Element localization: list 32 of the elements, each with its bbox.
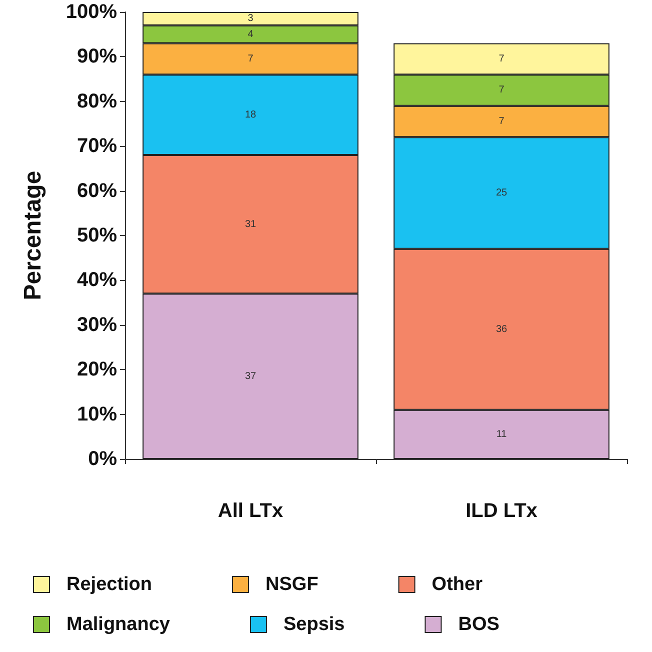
y-tick-label: 30%	[76, 314, 118, 336]
data-label: 7	[498, 53, 505, 64]
legend-label: BOS	[458, 614, 500, 635]
legend-label: Sepsis	[283, 614, 345, 635]
data-label: 37	[244, 370, 256, 382]
data-label: 4	[248, 28, 254, 40]
y-tick-label: 50%	[76, 224, 118, 246]
data-label: 7	[498, 116, 505, 128]
data-label: 7	[248, 53, 254, 64]
x-tick-label: All LTx	[218, 500, 284, 522]
y-tick-label: 100%	[66, 1, 118, 23]
data-label: 7	[498, 84, 505, 96]
y-tick-label: 80%	[76, 90, 118, 112]
y-tick-label: 10%	[76, 403, 118, 426]
data-label: 18	[244, 109, 256, 120]
data-label: 11	[496, 428, 508, 440]
y-tick-label: 60%	[76, 180, 118, 202]
x-tick-label: ILD LTx	[466, 500, 538, 522]
legend-label: Rejection	[66, 574, 152, 595]
y-tick-label: 0%	[88, 448, 118, 470]
data-label: 36	[496, 324, 508, 335]
data-label: 3	[248, 13, 254, 24]
y-axis-title: Percentage	[20, 170, 46, 300]
y-tick-label: 20%	[76, 358, 118, 381]
y-tick-label: 40%	[76, 269, 118, 292]
legend-label: NSGF	[266, 574, 318, 595]
legend-label: Malignancy	[66, 614, 170, 635]
legend-label: Other	[432, 574, 484, 595]
y-tick-label: 70%	[76, 135, 118, 158]
y-tick-label: 90%	[76, 46, 118, 68]
data-label: 31	[244, 218, 256, 230]
data-label: 25	[496, 188, 508, 199]
